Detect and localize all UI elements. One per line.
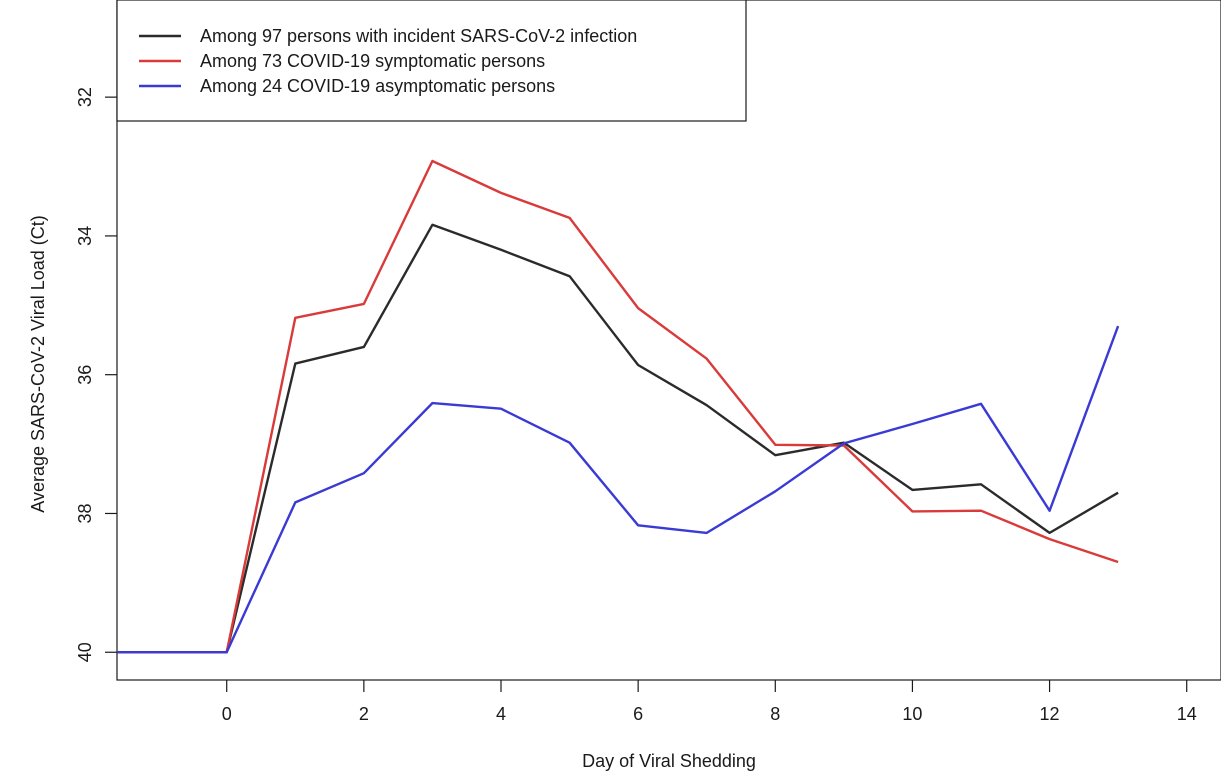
x-tick-label: 10 xyxy=(902,704,922,724)
plot-frame xyxy=(116,0,1221,681)
x-tick-label: 0 xyxy=(222,704,232,724)
x-tick-label: 8 xyxy=(770,704,780,724)
x-axis: 0 2 4 6 8 10 12 14 xyxy=(222,680,1197,724)
series-line-1 xyxy=(117,223,1119,654)
x-tick-label: 4 xyxy=(496,704,506,724)
legend-label: Among 97 persons with incident SARS-CoV-… xyxy=(200,26,637,46)
y-tick-label: 34 xyxy=(75,226,95,246)
y-tick-label: 32 xyxy=(75,87,95,107)
y-tick-label: 38 xyxy=(75,503,95,523)
y-tick-label: 40 xyxy=(75,642,95,662)
y-axis-label: Average SARS-CoV-2 Viral Load (Ct) xyxy=(28,215,48,512)
legend-label: Among 24 COVID-19 asymptomatic persons xyxy=(200,76,555,96)
legend: Among 97 persons with incident SARS-CoV-… xyxy=(116,0,747,122)
series-line-3 xyxy=(117,325,1120,654)
legend-box xyxy=(116,0,747,122)
series-layer xyxy=(117,159,1120,654)
legend-label: Among 73 COVID-19 symptomatic persons xyxy=(200,51,545,71)
y-axis: 32 34 36 38 40 xyxy=(75,87,117,662)
x-axis-label: Day of Viral Shedding xyxy=(582,751,756,771)
y-tick-label: 36 xyxy=(75,365,95,385)
x-tick-label: 2 xyxy=(359,704,369,724)
series-line-2 xyxy=(117,159,1119,654)
x-tick-label: 14 xyxy=(1177,704,1197,724)
x-tick-label: 12 xyxy=(1040,704,1060,724)
x-tick-label: 6 xyxy=(633,704,643,724)
